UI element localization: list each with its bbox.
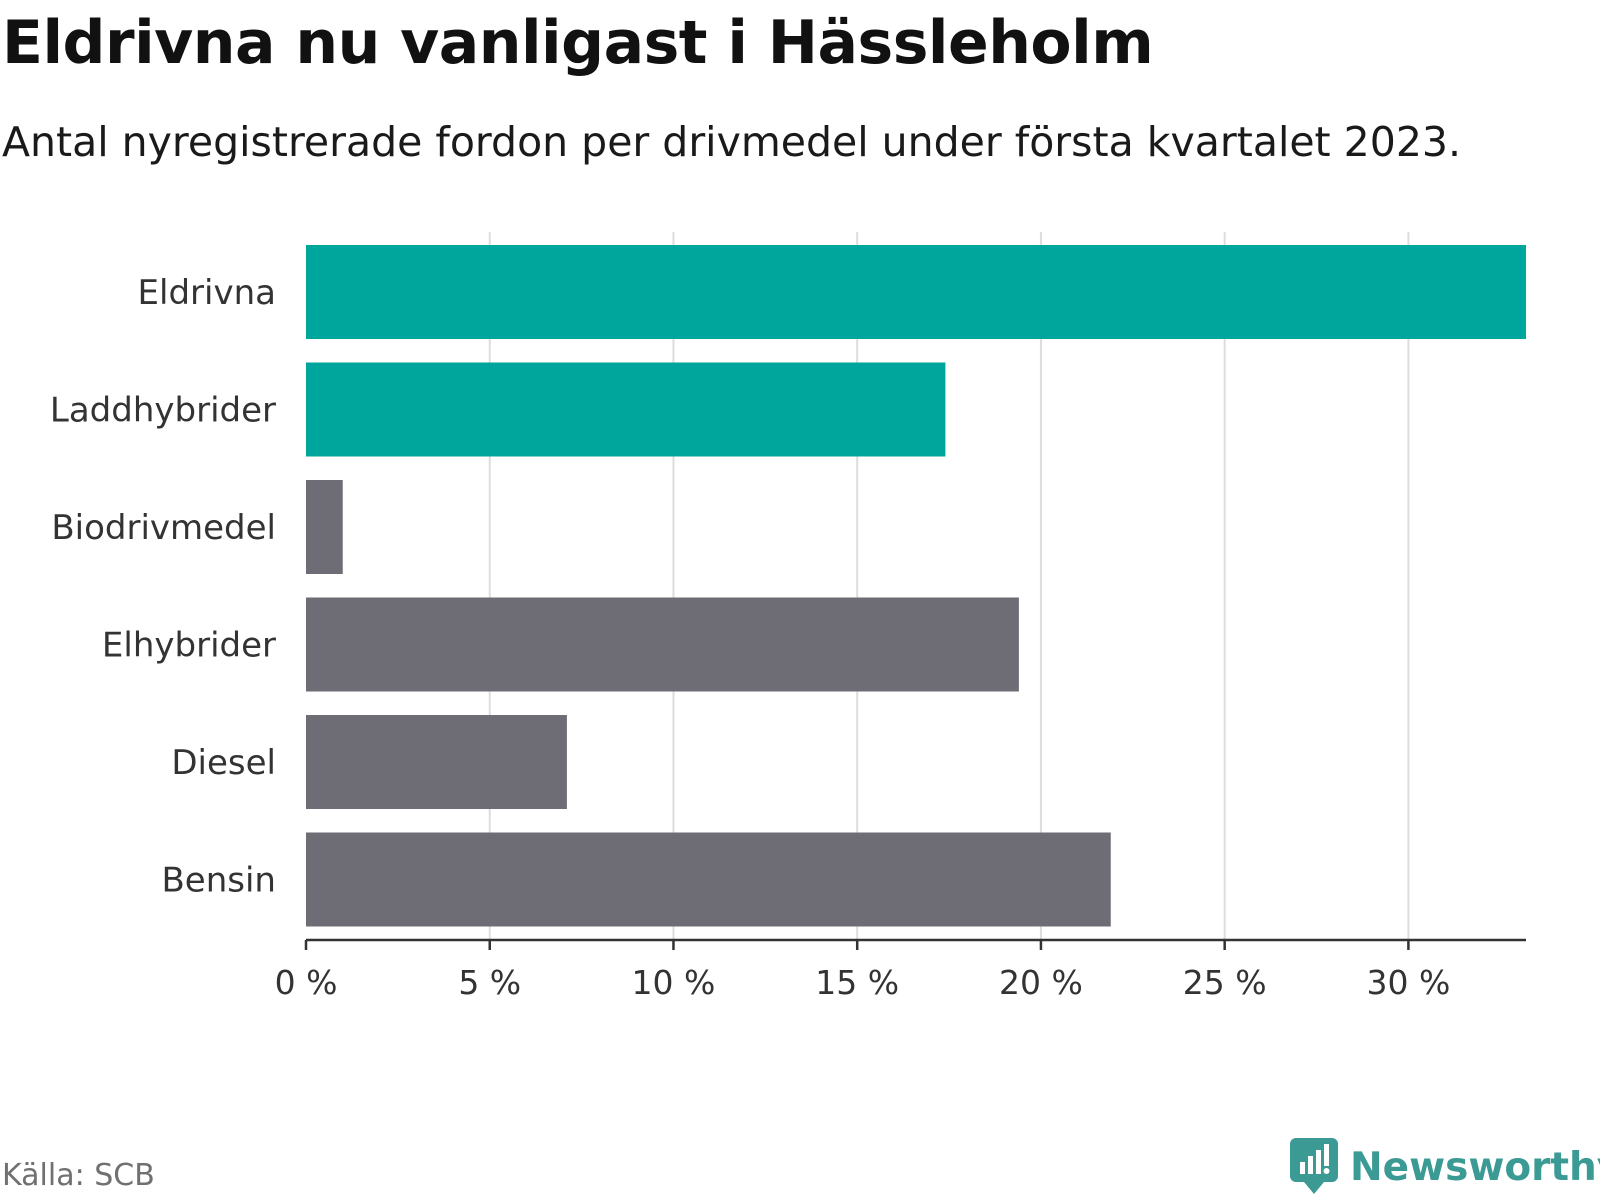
bar-diesel (306, 715, 567, 809)
x-axis: 0 % 5 % 10 % 15 % 20 % 25 % 30 % (275, 938, 1526, 1002)
brand-name: Newsworthy (1350, 1144, 1600, 1190)
bar-bensin (306, 832, 1111, 927)
category-label-bensin: Bensin (161, 861, 276, 901)
category-label-eldrivna: Eldrivna (138, 273, 276, 313)
bar-eldrivna (306, 245, 1526, 339)
chart-title: Eldrivna nu vanligast i Hässleholm (2, 8, 1154, 78)
x-tick-label-0: 0 % (275, 963, 338, 1002)
brand-logo[interactable]: Newsworthy (1290, 1138, 1600, 1196)
bar-laddhybrider (306, 362, 946, 457)
source-note: Källa: SCB (2, 1158, 155, 1193)
x-tick-label-30: 30 % (1366, 963, 1450, 1002)
bar-elhybrider (306, 597, 1019, 692)
category-label-elhybrider: Elhybrider (102, 626, 276, 666)
x-tick-label-15: 15 % (815, 963, 899, 1002)
category-label-diesel: Diesel (171, 743, 276, 783)
category-label-biodrivmedel: Biodrivmedel (51, 508, 276, 548)
category-label-laddhybrider: Laddhybrider (50, 391, 276, 431)
x-tick-label-5: 5 % (458, 963, 521, 1002)
x-tick-label-25: 25 % (1183, 963, 1267, 1002)
bar-chart: Eldrivna Laddhybrider Biodrivmedel Elhybrid… (50, 232, 1526, 1002)
x-tick-label-20: 20 % (999, 963, 1083, 1002)
category-labels: Eldrivna Laddhybrider Biodrivmedel Elhybrid… (50, 273, 276, 901)
bars (306, 245, 1526, 927)
chart-subtitle: Antal nyregistrerade fordon per drivmede… (2, 118, 1462, 166)
bar-chart-logo-icon (1290, 1138, 1338, 1194)
bar-biodrivmedel (306, 480, 343, 574)
gridlines (488, 232, 1410, 940)
x-tick-label-10: 10 % (632, 963, 716, 1002)
